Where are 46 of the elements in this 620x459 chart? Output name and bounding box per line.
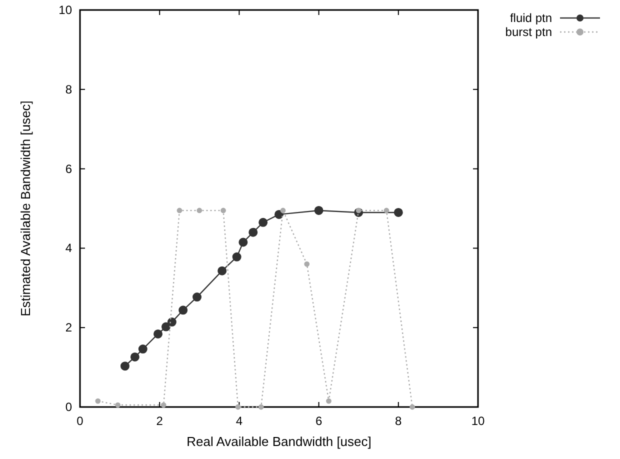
point xyxy=(138,344,148,354)
point xyxy=(130,352,140,362)
point xyxy=(192,292,202,302)
y-tick-label: 6 xyxy=(65,162,72,176)
point xyxy=(314,206,324,215)
point xyxy=(394,208,403,217)
y-tick-label: 4 xyxy=(65,241,72,256)
y-tick-label: 2 xyxy=(65,320,72,335)
point xyxy=(161,322,170,332)
legend-label: fluid ptn xyxy=(510,11,552,25)
point xyxy=(120,362,130,371)
point xyxy=(154,329,163,338)
point xyxy=(235,404,241,410)
point xyxy=(160,402,166,408)
x-tick-label: 2 xyxy=(156,414,164,428)
y-axis-title: Estimated Available Bandwidth [usec] xyxy=(18,100,33,316)
y-tick-label: 10 xyxy=(58,3,72,17)
point xyxy=(167,318,176,327)
x-tick-label: 10 xyxy=(471,414,485,428)
point xyxy=(95,398,101,404)
point xyxy=(274,210,284,219)
point xyxy=(196,208,202,214)
point xyxy=(304,261,310,267)
point xyxy=(220,208,226,214)
point xyxy=(326,398,332,404)
point xyxy=(232,252,242,262)
x-axis-title: Real Available Bandwidth [usec] xyxy=(186,434,372,449)
point xyxy=(238,238,248,247)
point xyxy=(258,404,264,410)
x-tick-label: 0 xyxy=(76,414,84,428)
point xyxy=(356,208,362,214)
y-tick-label: 8 xyxy=(65,82,72,96)
legend-label: burst ptn xyxy=(505,25,552,39)
point xyxy=(384,208,390,214)
x-tick-label: 8 xyxy=(395,414,402,428)
x-tick-label: 6 xyxy=(315,414,322,428)
x-tick-label: 4 xyxy=(236,414,243,428)
point xyxy=(410,404,416,410)
point xyxy=(178,306,188,315)
point xyxy=(218,266,227,276)
point xyxy=(176,208,182,214)
y-tick-label: 0 xyxy=(65,400,72,414)
point xyxy=(248,228,258,237)
point xyxy=(115,402,121,408)
point xyxy=(280,208,286,214)
point xyxy=(258,218,268,227)
